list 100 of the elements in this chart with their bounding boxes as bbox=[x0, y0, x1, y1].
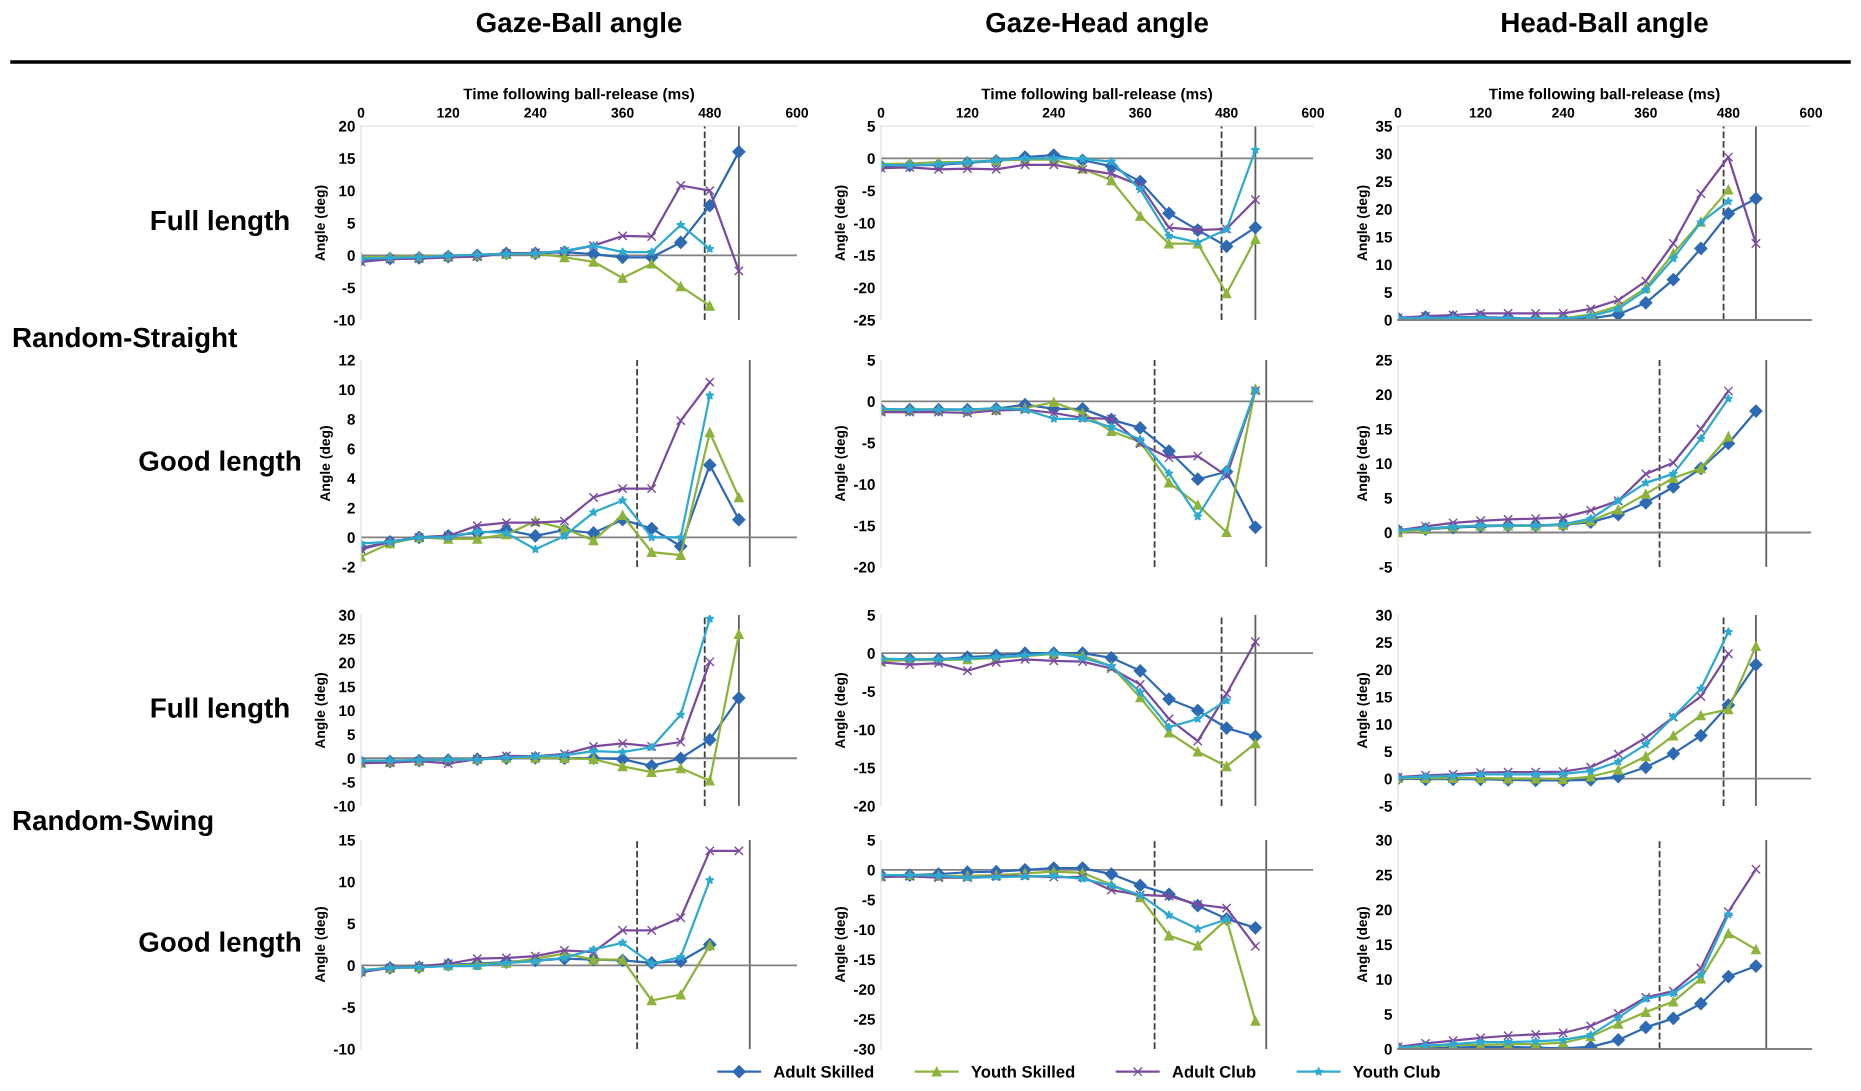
y-tick-label: -10 bbox=[333, 314, 355, 326]
x-tick-label: 480 bbox=[1717, 107, 1740, 118]
y-tick-label: 20 bbox=[338, 657, 355, 669]
x-tick-label: 240 bbox=[1042, 107, 1065, 118]
text: Full length bbox=[151, 209, 289, 237]
x-axis-title: Time following ball-release (ms) bbox=[1488, 88, 1720, 103]
legend-label: Youth Skilled bbox=[971, 1065, 1075, 1078]
y-tick-label: 10 bbox=[1376, 719, 1392, 730]
y-tick-label: 15 bbox=[339, 835, 356, 846]
y-tick-label: 25 bbox=[1375, 869, 1393, 881]
y-tick-label: 20 bbox=[1375, 389, 1392, 401]
x-tick-label: 0 bbox=[357, 107, 365, 118]
y-tick-label: 5 bbox=[867, 355, 876, 366]
y-tick-label: -5 bbox=[342, 1002, 356, 1013]
y-tick-label: 35 bbox=[1375, 120, 1393, 132]
y-tick-label: 10 bbox=[339, 384, 355, 396]
y-tick-label: -20 bbox=[853, 984, 875, 995]
y-tick-label: 25 bbox=[338, 633, 356, 645]
chart-title: Gaze-Ball angle bbox=[476, 11, 682, 39]
y-tick-label: 0 bbox=[347, 753, 355, 764]
y-tick-label: -10 bbox=[333, 800, 355, 812]
y-tick-label: -5 bbox=[862, 185, 876, 197]
y-tick-label: 0 bbox=[1384, 1043, 1392, 1055]
y-tick-label: 0 bbox=[347, 532, 355, 544]
y-tick-label: 0 bbox=[867, 153, 875, 165]
x-tick-label: 0 bbox=[1394, 107, 1402, 118]
y-tick-label: -5 bbox=[862, 437, 876, 449]
y-axis-title: Angle (deg) bbox=[834, 185, 848, 261]
x-tick-label: 240 bbox=[1552, 107, 1575, 118]
chart-title: Head-Ball angle bbox=[1502, 11, 1708, 39]
y-axis-title: Angle (deg) bbox=[319, 426, 333, 502]
y-tick-label: 30 bbox=[1375, 609, 1392, 621]
y-tick-label: 25 bbox=[1375, 176, 1393, 188]
y-tick-label: 5 bbox=[867, 835, 876, 846]
y-tick-label: 20 bbox=[338, 120, 355, 132]
y-tick-label: -25 bbox=[853, 314, 876, 326]
y-tick-label: -25 bbox=[853, 1014, 876, 1025]
y-tick-label: 5 bbox=[1384, 746, 1393, 758]
y-tick-label: -5 bbox=[862, 686, 876, 698]
y-axis-title: Angle (deg) bbox=[834, 907, 848, 983]
x-tick-label: 120 bbox=[1469, 107, 1492, 118]
y-tick-label: 10 bbox=[1376, 458, 1392, 470]
x-tick-label: 240 bbox=[524, 107, 547, 118]
y-tick-label: 30 bbox=[338, 609, 355, 621]
y-tick-label: 30 bbox=[1375, 148, 1392, 160]
y-tick-label: 0 bbox=[867, 648, 875, 659]
y-tick-label: 20 bbox=[1375, 204, 1392, 215]
y-tick-label: -10 bbox=[853, 924, 875, 936]
text: Good length bbox=[139, 450, 301, 477]
y-tick-label: -30 bbox=[853, 1043, 875, 1055]
chart-title: Gaze-Head angle bbox=[986, 11, 1208, 39]
legend-label: Youth Club bbox=[1353, 1065, 1440, 1078]
y-tick-label: -20 bbox=[853, 800, 875, 812]
y-tick-label: -15 bbox=[853, 954, 876, 966]
x-tick-label: 360 bbox=[1634, 107, 1657, 118]
y-tick-label: -10 bbox=[853, 217, 875, 229]
x-tick-label: 360 bbox=[611, 107, 634, 118]
y-tick-label: 25 bbox=[1375, 354, 1393, 366]
y-tick-label: -5 bbox=[1379, 562, 1393, 573]
y-tick-label: 5 bbox=[347, 218, 356, 229]
x-tick-label: 600 bbox=[1799, 107, 1823, 118]
y-axis-title: Angle (deg) bbox=[314, 673, 328, 749]
y-axis-title: Angle (deg) bbox=[1356, 426, 1370, 502]
y-tick-label: 8 bbox=[347, 414, 355, 425]
y-axis-title: Angle (deg) bbox=[1356, 907, 1370, 983]
y-tick-label: 10 bbox=[339, 705, 355, 717]
x-axis-title: Time following ball-release (ms) bbox=[981, 88, 1212, 103]
y-tick-label: -20 bbox=[853, 561, 875, 573]
y-tick-label: 15 bbox=[1376, 231, 1393, 243]
y-tick-label: 12 bbox=[339, 354, 355, 366]
y-tick-label: -5 bbox=[342, 282, 356, 294]
x-tick-label: 0 bbox=[877, 107, 885, 118]
y-tick-label: -10 bbox=[853, 479, 875, 490]
x-axis-title: Time following ball-release (ms) bbox=[463, 88, 694, 103]
legend-label: Adult Skilled bbox=[773, 1065, 874, 1078]
text: Random-Straight bbox=[13, 326, 237, 354]
y-tick-label: 20 bbox=[1375, 904, 1392, 916]
x-tick-label: 480 bbox=[1215, 107, 1238, 118]
y-tick-label: 0 bbox=[1384, 773, 1392, 785]
y-tick-label: 4 bbox=[347, 473, 356, 484]
y-axis-title: Angle (deg) bbox=[1356, 185, 1370, 261]
y-tick-label: 5 bbox=[867, 121, 876, 132]
x-tick-label: 480 bbox=[698, 107, 721, 118]
y-tick-label: 5 bbox=[867, 610, 876, 621]
x-tick-label: 120 bbox=[956, 107, 979, 118]
y-tick-label: 0 bbox=[867, 396, 875, 408]
y-tick-label: 15 bbox=[339, 681, 356, 693]
x-tick-label: 600 bbox=[785, 107, 809, 118]
y-axis-title: Angle (deg) bbox=[834, 426, 848, 502]
y-axis-title: Angle (deg) bbox=[314, 185, 328, 261]
y-axis-title: Angle (deg) bbox=[834, 673, 848, 749]
x-tick-label: 120 bbox=[437, 107, 460, 118]
y-tick-label: -2 bbox=[342, 561, 355, 573]
y-tick-label: 20 bbox=[1375, 664, 1392, 676]
y-tick-label: 2 bbox=[347, 502, 355, 514]
y-tick-label: 5 bbox=[1384, 493, 1393, 504]
y-axis-title: Angle (deg) bbox=[1356, 673, 1370, 749]
y-tick-label: 0 bbox=[347, 960, 355, 972]
y-tick-label: 30 bbox=[1375, 834, 1392, 846]
y-tick-label: 5 bbox=[347, 918, 356, 930]
